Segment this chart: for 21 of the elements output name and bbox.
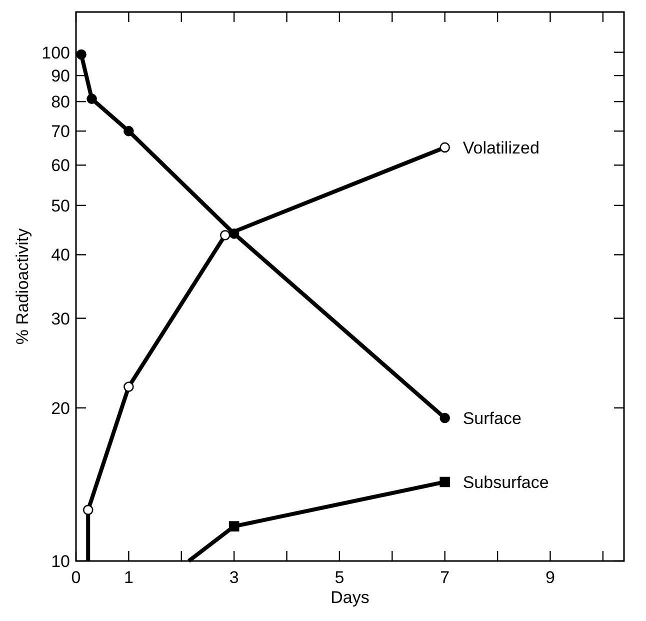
x-tick-label: 9 xyxy=(545,568,555,587)
x-tick-label: 1 xyxy=(124,568,134,587)
x-tick-label: 7 xyxy=(440,568,450,587)
y-tick-label: 30 xyxy=(51,309,70,328)
x-tick-label: 5 xyxy=(334,568,344,587)
series-label: Surface xyxy=(462,409,522,428)
y-tick-label: 60 xyxy=(51,156,70,176)
x-tick-label: 0 xyxy=(71,568,81,587)
y-axis-title: % Radioactivity xyxy=(13,228,32,345)
series-label: Subsurface xyxy=(462,472,549,492)
y-tick-label: 40 xyxy=(51,246,70,265)
series-label: Volatilized xyxy=(462,138,540,158)
y-tick-label: 50 xyxy=(51,196,70,216)
y-tick-label: 90 xyxy=(51,66,70,86)
x-tick-label: 3 xyxy=(229,568,239,587)
y-tick-label: 20 xyxy=(51,398,70,418)
x-axis-title: Days xyxy=(330,588,370,607)
y-tick-label: 70 xyxy=(51,122,70,142)
y-tick-label: 10 xyxy=(51,552,70,571)
y-tick-label: 100 xyxy=(42,43,70,62)
y-tick-label: 80 xyxy=(51,92,70,112)
